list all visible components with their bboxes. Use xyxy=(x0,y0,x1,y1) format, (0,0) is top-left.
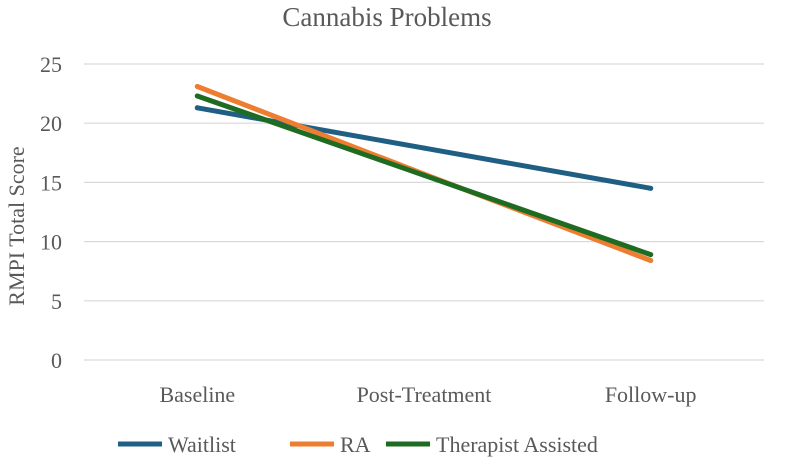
data-point xyxy=(421,145,427,151)
y-tick-label: 20 xyxy=(40,111,62,136)
x-tick-label: Baseline xyxy=(159,382,235,407)
y-tick-label: 15 xyxy=(40,170,62,195)
data-point xyxy=(648,185,654,191)
x-axis-ticks: Baseline Post-Treatment Follow-up xyxy=(159,382,696,407)
y-tick-label: 10 xyxy=(40,230,62,255)
legend-label: RA xyxy=(340,432,371,457)
legend: Waitlist RA Therapist Assisted xyxy=(118,432,598,457)
y-axis-label: RMPI Total Score xyxy=(4,146,29,305)
data-point xyxy=(648,258,654,264)
y-tick-label: 5 xyxy=(51,289,62,314)
legend-label: Waitlist xyxy=(168,432,236,457)
data-point xyxy=(421,172,427,178)
y-tick-label: 25 xyxy=(40,52,62,77)
y-axis-ticks: 0 5 10 15 20 25 xyxy=(40,52,62,373)
y-tick-label: 0 xyxy=(51,348,62,373)
data-point xyxy=(194,105,200,111)
x-tick-label: Post-Treatment xyxy=(357,382,492,407)
data-point xyxy=(648,252,654,258)
legend-label: Therapist Assisted xyxy=(436,432,598,457)
data-point xyxy=(194,93,200,99)
gridlines xyxy=(84,63,764,361)
series-lines xyxy=(194,83,654,264)
data-point xyxy=(194,83,200,89)
chart-title: Cannabis Problems xyxy=(282,2,491,32)
x-tick-label: Follow-up xyxy=(605,382,697,407)
